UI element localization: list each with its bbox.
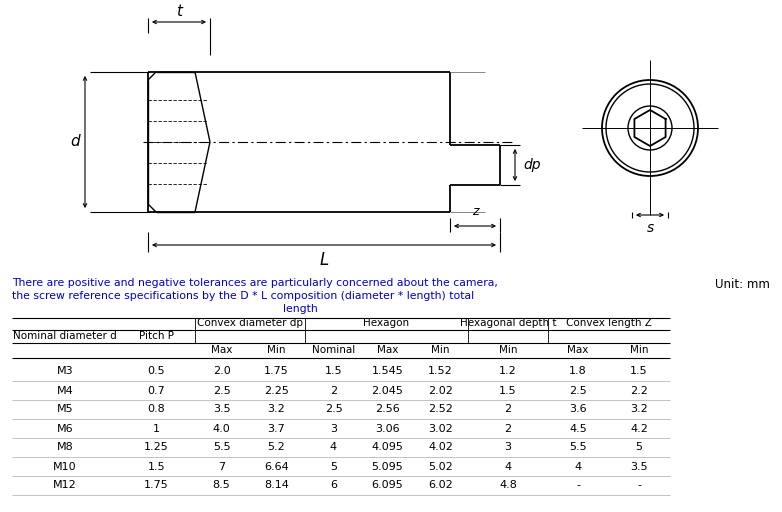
Text: 3.7: 3.7 (267, 423, 285, 434)
Text: 3: 3 (330, 423, 337, 434)
Text: 2.0: 2.0 (213, 367, 231, 376)
Text: 1.75: 1.75 (144, 480, 169, 490)
Text: 2: 2 (504, 423, 511, 434)
Text: 3.2: 3.2 (630, 404, 647, 415)
Text: t: t (176, 5, 182, 19)
Text: 8.5: 8.5 (213, 480, 231, 490)
Text: 5.2: 5.2 (267, 442, 285, 453)
Text: 4.095: 4.095 (371, 442, 404, 453)
Text: Min: Min (499, 345, 517, 355)
Text: M4: M4 (56, 386, 74, 395)
Text: Convex length Z: Convex length Z (566, 318, 652, 328)
Text: There are positive and negative tolerances are particularly concerned about the : There are positive and negative toleranc… (12, 278, 498, 288)
Text: 4: 4 (330, 442, 337, 453)
Text: 1: 1 (153, 423, 160, 434)
Text: 1.2: 1.2 (499, 367, 517, 376)
Text: Max: Max (377, 345, 398, 355)
Text: 5.095: 5.095 (371, 461, 404, 472)
Text: 3.5: 3.5 (630, 461, 647, 472)
Text: the screw reference specifications by the D * L composition (diameter * length) : the screw reference specifications by th… (12, 291, 474, 301)
Text: 2: 2 (504, 404, 511, 415)
Text: 5.02: 5.02 (428, 461, 453, 472)
Text: 4.02: 4.02 (428, 442, 453, 453)
Text: 2: 2 (330, 386, 337, 395)
Text: M5: M5 (56, 404, 74, 415)
Text: Min: Min (267, 345, 285, 355)
Text: 2.045: 2.045 (371, 386, 404, 395)
Text: 4.0: 4.0 (213, 423, 231, 434)
Text: Min: Min (431, 345, 450, 355)
Text: Hexagon: Hexagon (364, 318, 410, 328)
Text: Max: Max (567, 345, 589, 355)
Text: 3.02: 3.02 (428, 423, 453, 434)
Text: L: L (319, 251, 328, 269)
Text: -: - (637, 480, 641, 490)
Text: Unit: mm: Unit: mm (715, 278, 770, 291)
Text: Convex diameter dp: Convex diameter dp (197, 318, 303, 328)
Text: Min: Min (630, 345, 648, 355)
Text: 5: 5 (636, 442, 643, 453)
Text: 6.095: 6.095 (371, 480, 404, 490)
Text: 1.5: 1.5 (148, 461, 165, 472)
Text: 3.5: 3.5 (213, 404, 231, 415)
Text: M6: M6 (56, 423, 74, 434)
Text: -: - (576, 480, 580, 490)
Text: 5: 5 (330, 461, 337, 472)
Text: 3.6: 3.6 (569, 404, 586, 415)
Text: 2.5: 2.5 (213, 386, 231, 395)
Text: 1.545: 1.545 (371, 367, 404, 376)
Text: M8: M8 (56, 442, 74, 453)
Text: M10: M10 (53, 461, 77, 472)
Text: length: length (282, 304, 317, 314)
Text: 2.52: 2.52 (428, 404, 453, 415)
Text: 2.5: 2.5 (569, 386, 586, 395)
Text: 4.5: 4.5 (569, 423, 586, 434)
Text: 2.02: 2.02 (428, 386, 453, 395)
Text: 2.56: 2.56 (375, 404, 400, 415)
Text: Hexagonal depth t: Hexagonal depth t (460, 318, 556, 328)
Text: 5.5: 5.5 (569, 442, 586, 453)
Text: Nominal: Nominal (312, 345, 355, 355)
Text: 4: 4 (575, 461, 582, 472)
Text: 1.8: 1.8 (569, 367, 586, 376)
Text: 1.52: 1.52 (428, 367, 453, 376)
Text: 4.8: 4.8 (499, 480, 517, 490)
Text: 4: 4 (504, 461, 511, 472)
Text: 6: 6 (330, 480, 337, 490)
Text: 0.5: 0.5 (148, 367, 165, 376)
Text: M3: M3 (56, 367, 74, 376)
Text: 5.5: 5.5 (213, 442, 231, 453)
Text: 1.5: 1.5 (499, 386, 517, 395)
Text: 0.7: 0.7 (148, 386, 165, 395)
Text: dp: dp (523, 158, 540, 172)
Text: 1.5: 1.5 (325, 367, 343, 376)
Text: 2.2: 2.2 (630, 386, 648, 395)
Text: s: s (647, 221, 654, 235)
Text: 4.2: 4.2 (630, 423, 648, 434)
Text: Max: Max (211, 345, 232, 355)
Text: Nominal diameter d: Nominal diameter d (13, 331, 117, 341)
Text: d: d (70, 135, 80, 150)
Text: 3.06: 3.06 (375, 423, 400, 434)
Text: 1.25: 1.25 (144, 442, 169, 453)
Text: 7: 7 (218, 461, 225, 472)
Text: 1.75: 1.75 (264, 367, 289, 376)
Text: 6.02: 6.02 (428, 480, 453, 490)
Text: 3.2: 3.2 (267, 404, 285, 415)
Text: 2.25: 2.25 (264, 386, 289, 395)
Text: 8.14: 8.14 (264, 480, 289, 490)
Text: M12: M12 (53, 480, 77, 490)
Text: 0.8: 0.8 (148, 404, 165, 415)
Text: 6.64: 6.64 (264, 461, 289, 472)
Text: z: z (472, 205, 479, 218)
Text: Pitch P: Pitch P (139, 331, 174, 341)
Text: 2.5: 2.5 (325, 404, 343, 415)
Text: 1.5: 1.5 (630, 367, 647, 376)
Text: 3: 3 (504, 442, 511, 453)
